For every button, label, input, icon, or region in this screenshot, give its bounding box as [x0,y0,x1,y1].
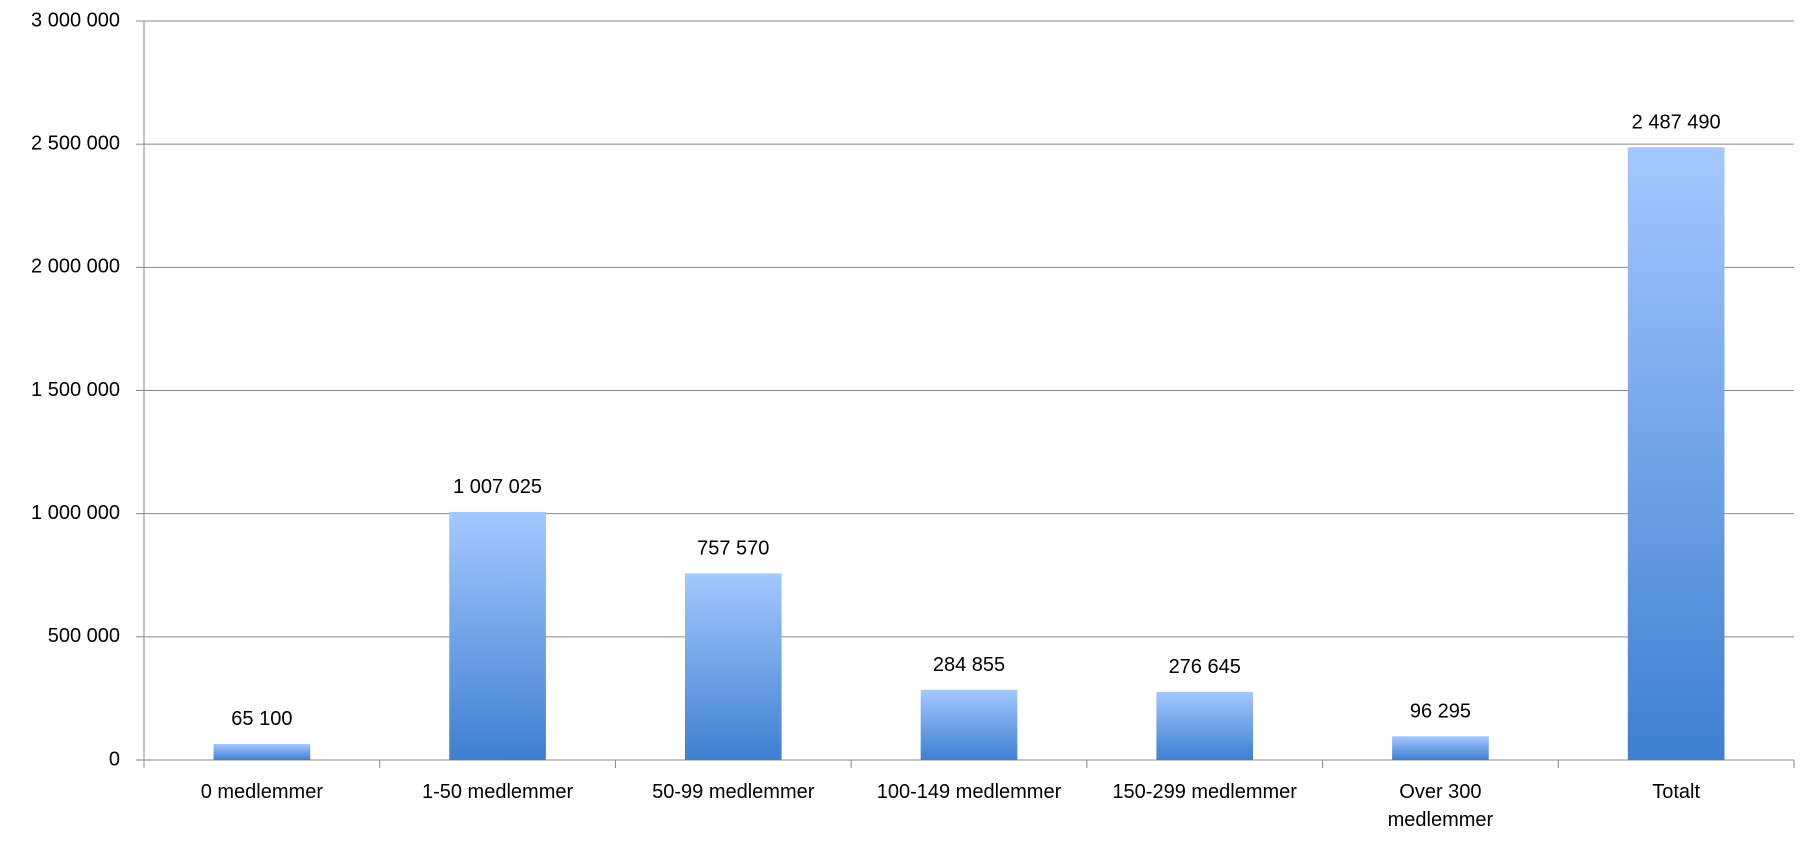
y-tick-label: 2 500 000 [31,132,120,154]
value-label: 65 100 [231,708,292,730]
bar [1392,736,1489,760]
x-tick-label: 0 medlemmer [200,781,323,803]
x-tick-label: Over 300 medlemmer [1387,781,1494,831]
bar [1156,691,1254,760]
x-tick-label: 50-99 medlemmer [652,781,815,803]
x-tick-label: 1-50 medlemmer [421,781,574,803]
value-label: 1 007 025 [453,476,542,498]
x-tick-label: 150-299 medlemmer [1112,781,1297,803]
y-tick-label: 3 000 000 [31,9,120,31]
y-tick-label: 2 000 000 [31,256,120,278]
bar [1627,147,1725,760]
value-label: 96 295 [1410,701,1471,723]
y-tick-label: 1 000 000 [31,502,120,524]
bar [684,573,782,760]
y-tick-label: 1 500 000 [31,379,120,401]
value-label: 276 645 [1169,656,1241,678]
value-label: 284 855 [933,654,1005,676]
bar [920,689,1018,760]
bar [213,743,311,760]
bar [449,511,546,760]
x-tick-label: 100-149 medlemmer [876,781,1062,803]
x-tick-label: Totalt [1652,781,1701,803]
value-label: 757 570 [697,538,769,560]
y-tick-label: 0 [109,748,120,770]
value-label: 2 487 490 [1632,112,1721,134]
y-tick-label: 500 000 [48,625,120,647]
